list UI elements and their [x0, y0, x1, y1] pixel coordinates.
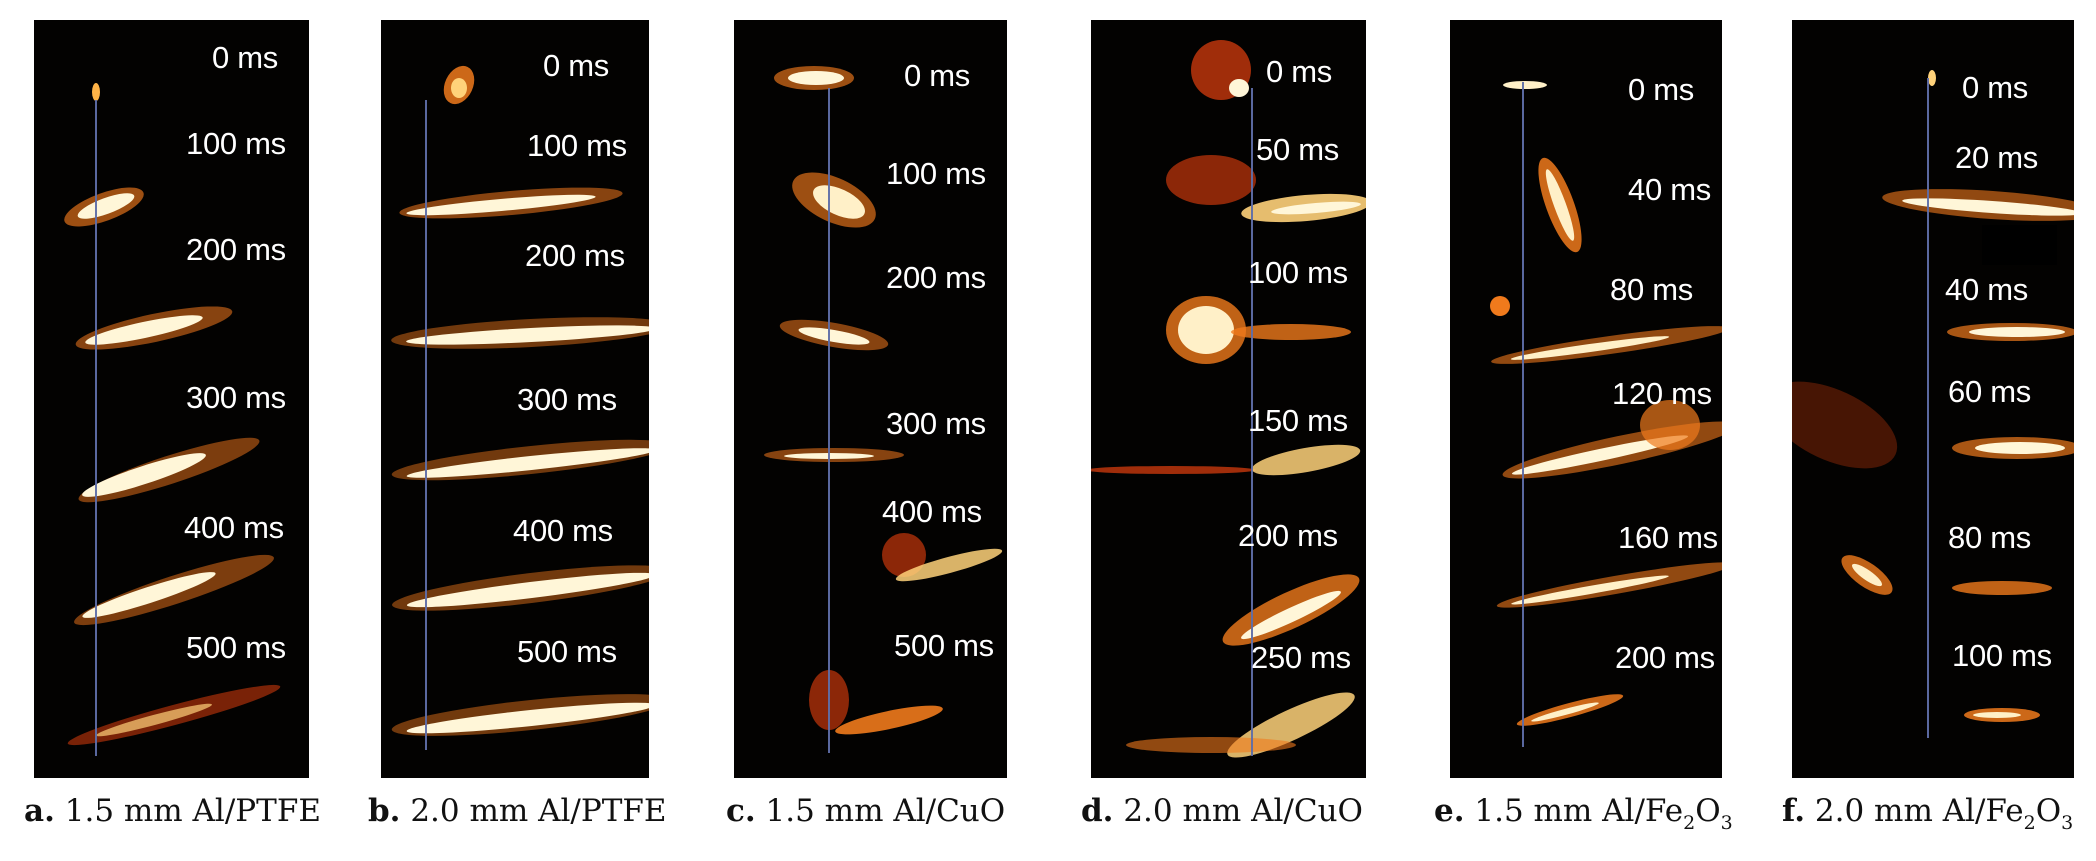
caption-b-text: 2.0 mm Al/PTFE — [410, 793, 667, 829]
panel-d-time-1: 50 ms — [1256, 132, 1339, 167]
panel-c-time-4: 400 ms — [882, 494, 982, 529]
panel-c-time-3: 300 ms — [886, 406, 986, 441]
caption-a-text: 1.5 mm Al/PTFE — [64, 793, 321, 829]
panel-e-rod — [1522, 82, 1524, 747]
caption-b-letter: b. — [368, 793, 401, 829]
panel-b-rod — [425, 100, 427, 750]
panel-a-time-1: 100 ms — [186, 126, 286, 161]
panel-d-flames — [1091, 40, 1366, 758]
panel-d-time-0: 0 ms — [1266, 54, 1332, 89]
panel-c-flames — [764, 66, 1003, 735]
panel-e-image: 0 ms 40 ms 80 ms 120 ms 160 ms 200 ms — [1450, 20, 1722, 778]
panel-b-image: 0 ms 100 ms 200 ms 300 ms 400 ms 500 ms — [381, 20, 649, 778]
caption-e-text-2: O — [1695, 793, 1721, 829]
panel-c-image: 0 ms 100 ms 200 ms 300 ms 400 ms 500 ms — [734, 20, 1007, 778]
caption-d: d. 2.0 mm Al/CuO — [1081, 793, 1363, 829]
panel-f-flames — [1792, 70, 2074, 722]
caption-f-text: 2.0 mm Al/Fe — [1814, 793, 2024, 829]
panel-d-time-5: 250 ms — [1251, 640, 1351, 675]
panel-f-time-3: 60 ms — [1948, 374, 2031, 409]
caption-e-sub-2: 3 — [1720, 812, 1733, 834]
panel-d-image: 0 ms 50 ms 100 ms 150 ms 200 ms 250 ms — [1091, 20, 1366, 778]
caption-c-text: 1.5 mm Al/CuO — [765, 793, 1006, 829]
panel-b-time-4: 400 ms — [513, 513, 613, 548]
caption-e-sub-1: 2 — [1683, 812, 1696, 834]
caption-d-text: 2.0 mm Al/CuO — [1123, 793, 1363, 829]
caption-e: e. 1.5 mm Al/Fe2O3 — [1434, 793, 1733, 833]
panel-b-time-3: 300 ms — [517, 382, 617, 417]
panel-f-time-2: 40 ms — [1945, 272, 2028, 307]
panel-e-time-0: 0 ms — [1628, 72, 1694, 107]
panel-b-time-0: 0 ms — [543, 48, 609, 83]
caption-f-sub-1: 2 — [2023, 812, 2036, 834]
panel-d-time-4: 200 ms — [1238, 518, 1338, 553]
panel-f-time-0: 0 ms — [1962, 70, 2028, 105]
panel-e-time-1: 40 ms — [1628, 172, 1711, 207]
panel-c-time-1: 100 ms — [886, 156, 986, 191]
panel-f-time-1: 20 ms — [1955, 140, 2038, 175]
panel-a-rod — [95, 100, 97, 756]
caption-a-letter: a. — [24, 793, 55, 829]
panel-e-flames — [1490, 81, 1722, 726]
caption-d-letter: d. — [1081, 793, 1114, 829]
caption-e-text: 1.5 mm Al/Fe — [1474, 793, 1684, 829]
caption-f: f. 2.0 mm Al/Fe2O3 — [1782, 793, 2073, 833]
panel-b-time-5: 500 ms — [517, 634, 617, 669]
caption-b: b. 2.0 mm Al/PTFE — [368, 793, 667, 829]
panel-c-time-0: 0 ms — [904, 58, 970, 93]
panel-a-time-3: 300 ms — [186, 380, 286, 415]
panel-a-time-0: 0 ms — [212, 40, 278, 75]
panel-f-rod — [1927, 78, 1929, 738]
panel-f-time-4: 80 ms — [1948, 520, 2031, 555]
caption-f-sub-2: 3 — [2061, 812, 2074, 834]
panel-d-time-2: 100 ms — [1248, 255, 1348, 290]
panel-a-time-4: 400 ms — [184, 510, 284, 545]
panel-f-image: 0 ms 20 ms 40 ms 60 ms 80 ms 100 ms — [1792, 20, 2074, 778]
caption-c: c. 1.5 mm Al/CuO — [726, 793, 1005, 829]
panel-e-time-3: 120 ms — [1612, 376, 1712, 411]
caption-c-letter: c. — [726, 793, 756, 829]
panel-b-flames — [391, 65, 649, 736]
panel-c-time-2: 200 ms — [886, 260, 986, 295]
panel-a-time-5: 500 ms — [186, 630, 286, 665]
caption-e-letter: e. — [1434, 793, 1465, 829]
panel-f-time-5: 100 ms — [1952, 638, 2052, 673]
panel-e-time-4: 160 ms — [1618, 520, 1718, 555]
panel-a-flames — [64, 83, 281, 746]
panel-d-rod — [1251, 88, 1253, 756]
caption-f-letter: f. — [1782, 793, 1806, 829]
panel-e-time-5: 200 ms — [1615, 640, 1715, 675]
caption-f-text-2: O — [2035, 793, 2062, 829]
panel-a-image: 0 ms 100 ms 200 ms 300 ms 400 ms 500 ms — [34, 20, 309, 778]
panel-a-time-2: 200 ms — [186, 232, 286, 267]
panel-d-time-3: 150 ms — [1248, 403, 1348, 438]
panel-b-time-1: 100 ms — [527, 128, 627, 163]
panel-b-time-2: 200 ms — [525, 238, 625, 273]
panel-c-time-5: 500 ms — [894, 628, 994, 663]
caption-a: a. 1.5 mm Al/PTFE — [24, 793, 321, 829]
panel-c-rod — [828, 88, 830, 753]
panel-e-time-2: 80 ms — [1610, 272, 1693, 307]
